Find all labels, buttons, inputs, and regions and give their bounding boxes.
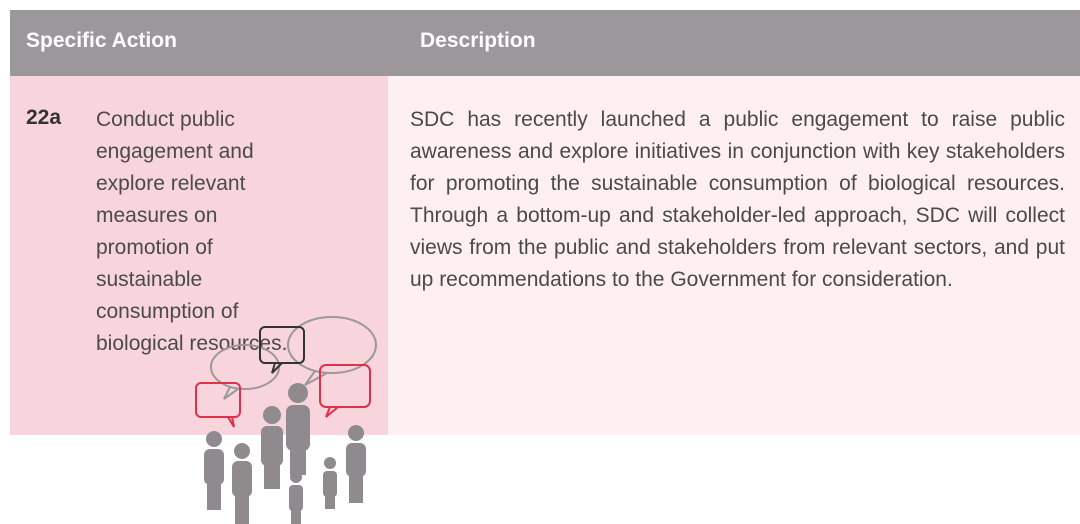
people-illustration — [195, 316, 377, 524]
action-number: 22a — [26, 106, 62, 129]
description-cell — [388, 76, 1080, 435]
action-text: Conduct public engagement and explore re… — [96, 108, 288, 355]
table-header: Specific Action Description — [10, 10, 1080, 76]
header-cell: Description — [420, 29, 536, 52]
description-text: SDC has recently launched a public engag… — [410, 108, 1065, 291]
header-cell: Specific Action — [26, 29, 177, 52]
